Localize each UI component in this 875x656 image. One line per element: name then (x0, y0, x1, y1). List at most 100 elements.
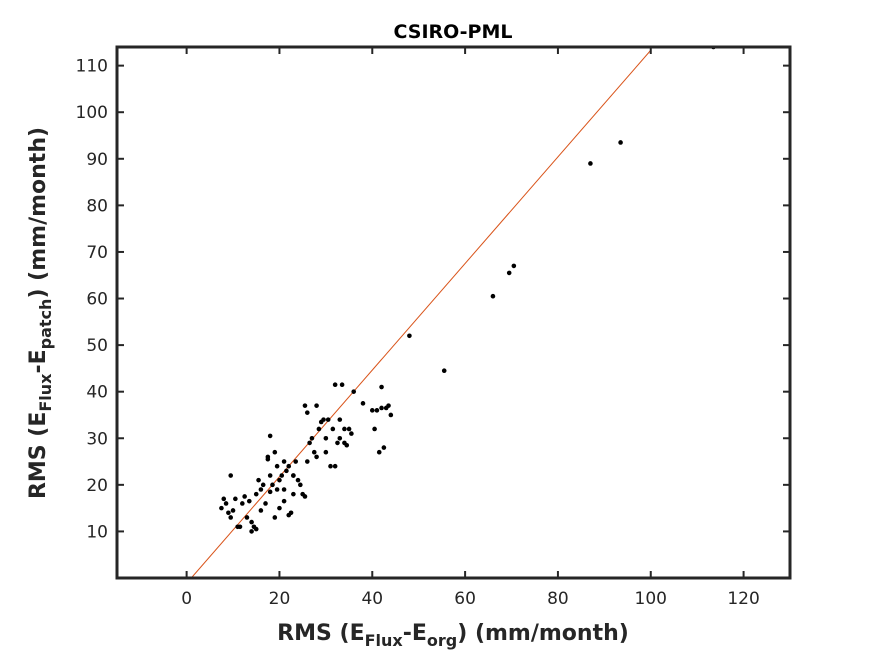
data-point (332, 382, 338, 387)
data-point (295, 477, 301, 483)
data-point (228, 473, 234, 478)
data-point (342, 426, 347, 432)
x-axis-title-sub2: org (427, 631, 457, 650)
data-point (376, 449, 382, 455)
data-point (351, 389, 357, 394)
data-point (307, 440, 312, 446)
data-point (219, 505, 224, 511)
data-point (274, 487, 280, 492)
data-point (335, 440, 340, 446)
y-tick-label: 70 (86, 243, 108, 263)
data-point (253, 491, 259, 497)
data-point (293, 459, 298, 464)
data-point (309, 435, 315, 441)
data-point (618, 140, 623, 145)
data-point (302, 403, 308, 408)
x-axis-title: RMS (EFlux-Eorg) (mm/month) (277, 621, 629, 650)
y-axis-title: RMS (EFlux-Epatch) (mm/month) (26, 127, 55, 499)
data-point (253, 526, 259, 532)
data-point (270, 482, 275, 488)
data-point (332, 463, 338, 469)
data-point (339, 382, 345, 387)
y-tick-label: 90 (86, 150, 108, 170)
data-point (272, 449, 278, 455)
data-point (237, 524, 243, 530)
y-tick-label: 10 (86, 522, 108, 542)
data-point (330, 426, 336, 432)
data-point (258, 508, 264, 513)
data-point (230, 508, 236, 513)
y-tick-label: 40 (86, 383, 108, 403)
data-point (588, 161, 593, 166)
data-point (279, 473, 285, 478)
y-tick-label: 20 (86, 476, 108, 496)
x-tick-label: 80 (547, 589, 569, 609)
data-point (304, 459, 310, 464)
x-tick-label: 100 (635, 589, 667, 609)
y-axis-title-end: ) (mm/month) (26, 127, 51, 299)
y-tick-label: 50 (86, 336, 108, 356)
data-point (272, 515, 278, 520)
data-point (349, 431, 354, 436)
data-point (291, 473, 296, 478)
data-point (316, 426, 322, 432)
data-point (267, 489, 273, 495)
data-point (372, 426, 377, 432)
data-point (277, 477, 282, 483)
data-point (244, 515, 250, 520)
data-point (314, 403, 319, 408)
data-point (256, 477, 261, 483)
data-point (242, 494, 247, 499)
data-point (311, 449, 317, 455)
data-point (263, 501, 268, 506)
data-point (281, 487, 287, 492)
y-tick-label: 30 (86, 429, 108, 449)
chart-title: CSIRO-PML (393, 21, 512, 43)
data-point (246, 498, 252, 504)
data-point (314, 454, 319, 460)
data-point (346, 426, 352, 432)
data-point (267, 473, 273, 478)
data-point (286, 463, 292, 469)
data-point (302, 494, 308, 499)
data-point (360, 401, 366, 406)
data-point (233, 496, 238, 502)
plot-frame (115, 45, 792, 580)
y-axis-title-main: RMS (E (26, 412, 51, 499)
data-point (277, 505, 282, 511)
data-point (323, 435, 329, 441)
data-point (223, 501, 229, 506)
data-point (291, 491, 296, 497)
data-point (288, 510, 294, 516)
data-point (281, 459, 287, 464)
data-point (298, 482, 303, 488)
y-tick-label: 100 (76, 103, 108, 123)
data-point (369, 408, 375, 413)
data-point (325, 417, 331, 422)
data-point (304, 410, 310, 415)
data-point (379, 384, 384, 390)
data-point (388, 412, 394, 418)
x-tick-label: 60 (454, 589, 476, 609)
data-point (337, 435, 343, 441)
y-axis-title-sub2: patch (36, 299, 55, 350)
x-axis-title-sub1: Flux (365, 631, 404, 650)
data-point (265, 454, 271, 460)
data-point (386, 403, 391, 408)
data-point (323, 449, 329, 455)
x-tick-label: 40 (361, 589, 383, 609)
data-point (260, 482, 266, 488)
plot-area (117, 47, 790, 578)
data-point (328, 463, 333, 469)
data-point (379, 405, 384, 411)
reference-line (190, 49, 652, 578)
data-point (381, 445, 387, 450)
x-axis-title-mid: -E (403, 621, 427, 646)
data-point (226, 510, 231, 516)
data-point (267, 433, 273, 439)
data-point (506, 270, 512, 276)
data-point (342, 440, 347, 446)
y-tick-label: 110 (76, 57, 108, 77)
data-point (337, 417, 343, 422)
